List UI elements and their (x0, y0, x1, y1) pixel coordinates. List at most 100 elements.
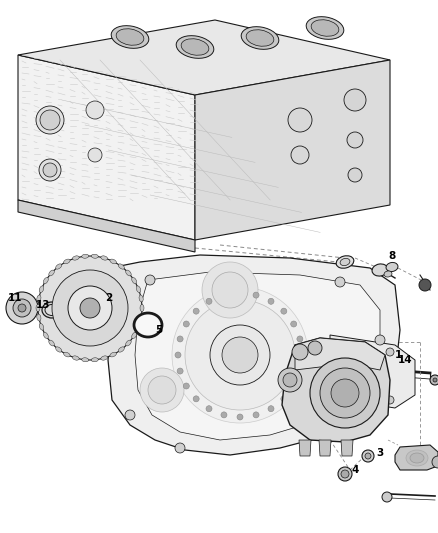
Circle shape (172, 287, 308, 423)
Circle shape (338, 467, 352, 481)
Text: 2: 2 (105, 293, 112, 303)
Ellipse shape (347, 132, 363, 148)
Circle shape (148, 376, 176, 404)
Circle shape (13, 299, 31, 317)
Circle shape (6, 292, 38, 324)
Polygon shape (299, 440, 311, 456)
Circle shape (253, 412, 259, 418)
Ellipse shape (336, 256, 354, 268)
Circle shape (80, 298, 100, 318)
Circle shape (386, 348, 394, 356)
Ellipse shape (340, 259, 350, 265)
Circle shape (299, 352, 305, 358)
Circle shape (344, 394, 352, 402)
Ellipse shape (410, 453, 424, 463)
Polygon shape (100, 255, 400, 455)
Ellipse shape (36, 304, 40, 311)
Ellipse shape (64, 352, 70, 357)
Circle shape (193, 308, 199, 314)
Ellipse shape (91, 358, 98, 362)
Polygon shape (282, 338, 390, 442)
Circle shape (283, 373, 297, 387)
Text: 11: 11 (8, 293, 22, 303)
Circle shape (291, 383, 297, 389)
Ellipse shape (118, 347, 124, 352)
Ellipse shape (136, 286, 141, 293)
Circle shape (184, 321, 189, 327)
Text: 14: 14 (398, 355, 413, 365)
Circle shape (292, 344, 308, 360)
Ellipse shape (384, 271, 392, 277)
Ellipse shape (72, 356, 79, 360)
Circle shape (291, 321, 297, 327)
Text: 1: 1 (395, 350, 402, 360)
Ellipse shape (139, 314, 143, 321)
Circle shape (52, 270, 128, 346)
Ellipse shape (43, 163, 57, 177)
Ellipse shape (91, 254, 98, 259)
Circle shape (185, 300, 295, 410)
Ellipse shape (306, 17, 344, 39)
Circle shape (341, 470, 349, 478)
Ellipse shape (291, 146, 309, 164)
Ellipse shape (139, 295, 143, 302)
Circle shape (206, 406, 212, 411)
Ellipse shape (43, 332, 48, 338)
Ellipse shape (37, 295, 41, 302)
Ellipse shape (246, 30, 274, 46)
Circle shape (297, 336, 303, 342)
Text: 3: 3 (376, 448, 383, 458)
Circle shape (253, 292, 259, 298)
Ellipse shape (39, 286, 44, 293)
Circle shape (281, 396, 287, 402)
Circle shape (175, 443, 185, 453)
Circle shape (125, 410, 135, 420)
Ellipse shape (110, 352, 117, 357)
Ellipse shape (241, 27, 279, 50)
Circle shape (375, 335, 385, 345)
Ellipse shape (72, 256, 79, 260)
Circle shape (281, 308, 287, 314)
Ellipse shape (140, 304, 144, 311)
Text: 5: 5 (155, 325, 162, 335)
Ellipse shape (126, 340, 131, 346)
Circle shape (386, 396, 394, 404)
Ellipse shape (288, 108, 312, 132)
Ellipse shape (348, 168, 362, 182)
Circle shape (350, 420, 360, 430)
Circle shape (18, 304, 26, 312)
Circle shape (68, 286, 112, 330)
Ellipse shape (134, 313, 162, 337)
Circle shape (206, 298, 212, 304)
Ellipse shape (101, 356, 108, 360)
Circle shape (193, 396, 199, 402)
Ellipse shape (406, 450, 428, 466)
Polygon shape (330, 335, 415, 408)
Ellipse shape (136, 324, 141, 330)
Circle shape (221, 412, 227, 418)
Ellipse shape (36, 106, 64, 134)
Polygon shape (195, 60, 390, 240)
Ellipse shape (372, 264, 388, 276)
Text: 4: 4 (352, 465, 359, 475)
Circle shape (310, 358, 380, 428)
Polygon shape (319, 440, 331, 456)
Circle shape (308, 341, 322, 355)
Circle shape (432, 456, 438, 468)
Ellipse shape (46, 305, 58, 314)
Circle shape (222, 337, 258, 373)
Ellipse shape (39, 324, 44, 330)
Circle shape (362, 450, 374, 462)
Ellipse shape (37, 314, 41, 321)
Circle shape (221, 292, 227, 298)
Ellipse shape (49, 340, 54, 346)
Circle shape (184, 383, 189, 389)
Ellipse shape (311, 20, 339, 36)
Circle shape (297, 368, 303, 374)
Ellipse shape (101, 256, 108, 260)
Circle shape (320, 368, 370, 418)
Circle shape (145, 275, 155, 285)
Circle shape (382, 492, 392, 502)
Ellipse shape (82, 254, 88, 259)
Circle shape (419, 279, 431, 291)
